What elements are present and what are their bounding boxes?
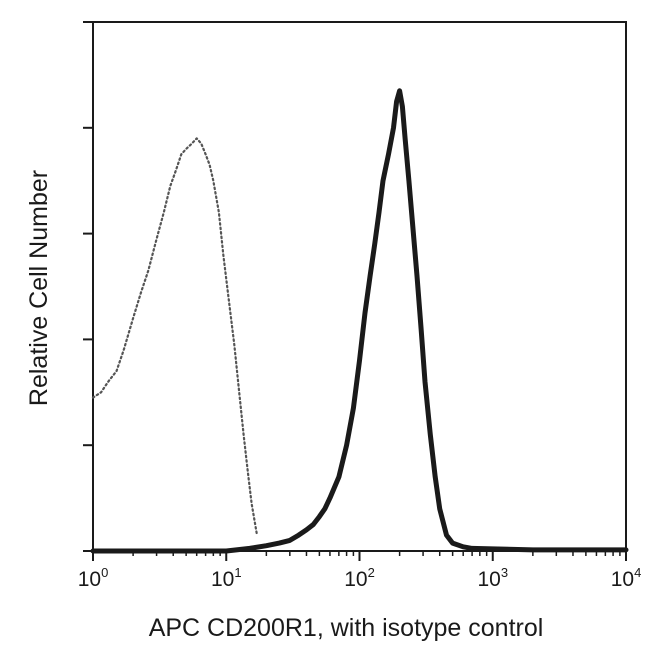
isotype-control-histogram xyxy=(91,137,259,537)
x-tick-exponent: 2 xyxy=(368,565,375,580)
x-tick-label: 100 xyxy=(78,565,109,591)
x-tick-exponent: 0 xyxy=(101,565,108,580)
x-tick-label: 101 xyxy=(211,565,242,591)
y-axis-title: Relative Cell Number xyxy=(25,170,53,406)
x-tick-base: 10 xyxy=(211,568,234,591)
x-tick-base: 10 xyxy=(78,568,101,591)
x-tick-exponent: 1 xyxy=(234,565,241,580)
x-tick-label: 102 xyxy=(344,565,375,591)
cd200r1-histogram xyxy=(90,88,629,554)
x-tick-exponent: 4 xyxy=(634,565,641,580)
x-tick-exponent: 3 xyxy=(501,565,508,580)
x-axis-title: APC CD200R1, with isotype control xyxy=(149,614,544,642)
x-tick-label: 103 xyxy=(477,565,508,591)
x-tick-base: 10 xyxy=(477,568,500,591)
x-tick-label: 104 xyxy=(611,565,642,591)
x-tick-base: 10 xyxy=(344,568,367,591)
x-tick-base: 10 xyxy=(611,568,634,591)
